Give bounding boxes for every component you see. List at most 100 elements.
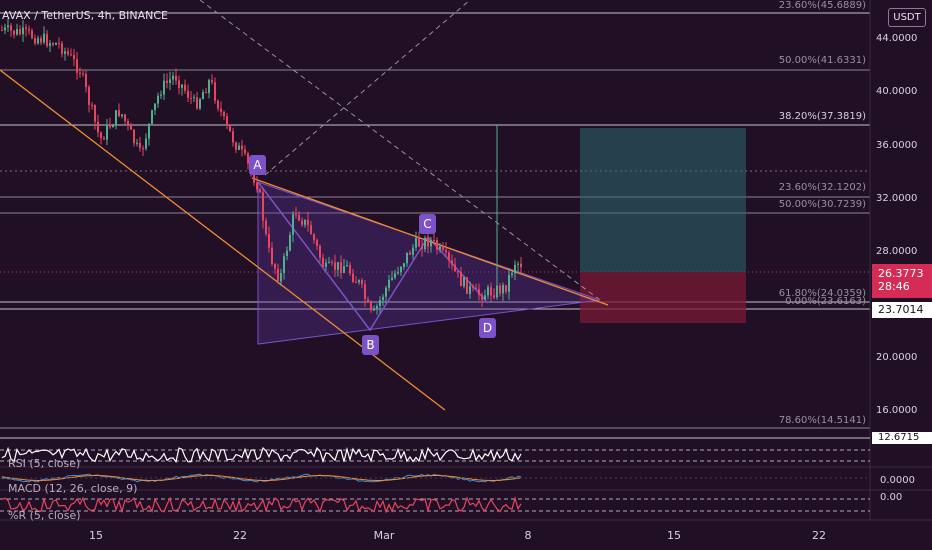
candle-body <box>430 239 432 247</box>
candle-body <box>490 287 492 296</box>
candle-body <box>286 250 288 257</box>
candle-body <box>40 38 42 43</box>
rsi-line <box>1 446 522 464</box>
abcd-pattern-line[interactable] <box>257 181 489 332</box>
candle-body <box>76 59 78 73</box>
candle-body <box>427 237 429 247</box>
price-tick: 20.0000 <box>876 352 917 363</box>
price-tick: 40.0000 <box>876 86 917 97</box>
candle-body <box>382 296 384 301</box>
candle-body <box>484 295 486 300</box>
current-price-badge: 26.3773 28:46 <box>872 264 932 298</box>
candle-body <box>493 295 495 298</box>
candle-body <box>184 84 186 91</box>
price-axis[interactable]: 44.0000 40.0000 36.0000 32.0000 28.0000 … <box>869 0 917 520</box>
candle-body <box>79 72 81 74</box>
candle-body <box>217 100 219 109</box>
candle-body <box>163 80 165 95</box>
candle-body <box>94 105 96 122</box>
candle-body <box>34 38 36 44</box>
candle-body <box>298 214 300 221</box>
candle-body <box>205 92 207 94</box>
point-b-marker <box>362 335 379 355</box>
candle-body <box>100 132 102 139</box>
candle-body <box>418 237 420 247</box>
time-axis[interactable]: 15 22 Mar 8 15 22 <box>89 529 826 542</box>
candle-body <box>235 142 237 150</box>
candle-body <box>343 266 345 273</box>
price-tick: 32.0000 <box>876 193 917 204</box>
candle-body <box>199 99 201 109</box>
candle-body <box>328 262 330 264</box>
macd-value: 0.0000 <box>880 475 915 486</box>
candle-body <box>241 145 243 150</box>
candle-body <box>127 121 129 125</box>
candle-body <box>310 225 312 235</box>
candle-body <box>31 30 33 39</box>
candle-body <box>283 256 285 274</box>
candle-body <box>448 252 450 261</box>
candle-body <box>82 73 84 75</box>
candle-body <box>151 110 153 124</box>
low-level-badge: 12.6715 <box>872 432 932 444</box>
candle-body <box>85 73 87 88</box>
take-profit-zone[interactable] <box>580 128 746 272</box>
candle-body <box>469 286 471 294</box>
candle-body <box>304 219 306 225</box>
candle-body <box>274 264 276 269</box>
candle-body <box>226 116 228 126</box>
candle-body <box>391 277 393 280</box>
macd-label[interactable]: MACD (12, 26, close, 9) <box>8 482 137 495</box>
candle-body <box>376 306 378 309</box>
williams-r-label[interactable]: %R (5, close) <box>8 509 81 522</box>
candle-body <box>499 285 501 294</box>
candle-body <box>124 114 126 122</box>
time-tick: 22 <box>233 529 247 542</box>
candle-body <box>457 271 459 273</box>
candle-body <box>364 284 366 300</box>
candle-body <box>460 271 462 287</box>
candle-body <box>178 80 180 88</box>
candle-body <box>133 129 135 144</box>
candle-body <box>358 280 360 283</box>
candle-body <box>262 192 264 221</box>
candle-body <box>7 25 9 28</box>
candle-body <box>49 43 51 47</box>
candle-body <box>157 95 159 104</box>
candle-body <box>181 84 183 88</box>
candle-body <box>409 252 411 255</box>
candle-body <box>439 246 441 250</box>
stop-loss-zone[interactable] <box>580 272 746 323</box>
candle-body <box>115 110 117 126</box>
candle-body <box>514 264 516 274</box>
candle-body <box>55 42 57 45</box>
candle-body <box>172 75 174 80</box>
candle-body <box>232 131 234 143</box>
currency-unit-button[interactable]: USDT <box>888 8 926 27</box>
candle-body <box>1 30 3 31</box>
candle-body <box>334 262 336 270</box>
point-a-label: A <box>253 158 262 172</box>
candle-body <box>481 295 483 300</box>
rsi-label[interactable]: RSI (5, close) <box>8 457 80 470</box>
candle-body <box>43 33 45 43</box>
price-tick: 16.0000 <box>876 405 917 416</box>
candle-body <box>325 262 327 267</box>
candle-body <box>502 285 504 294</box>
candle-body <box>25 27 27 30</box>
symbol-title[interactable]: AVAX / TetherUS, 4h, BINANCE <box>2 9 168 22</box>
candle-body <box>28 29 30 31</box>
candle-body <box>10 25 12 31</box>
candle-body <box>142 148 144 150</box>
candle-body <box>109 124 111 128</box>
level-price-badge: 23.7014 <box>872 302 932 318</box>
candle-body <box>511 273 513 276</box>
macd-signal-line <box>1 475 522 481</box>
candle-body <box>148 123 150 139</box>
candle-body <box>259 189 261 193</box>
candle-body <box>187 90 189 99</box>
candle-body <box>292 214 294 235</box>
candle-body <box>244 149 246 154</box>
